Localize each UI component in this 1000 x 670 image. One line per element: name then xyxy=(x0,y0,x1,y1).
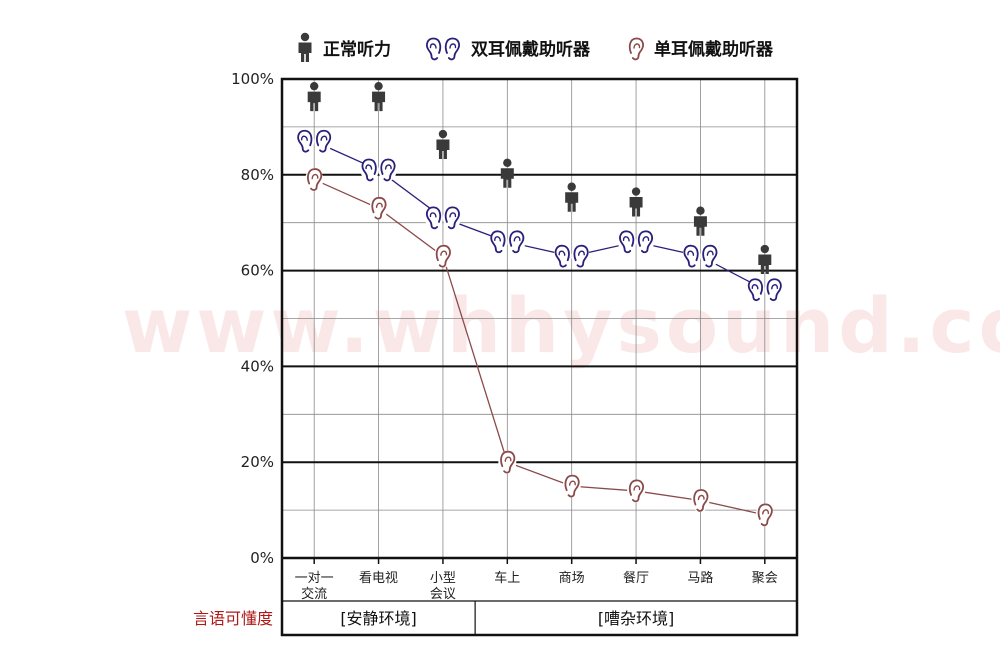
y-tick-label: 40% xyxy=(241,357,274,375)
x-category-label: 车上 xyxy=(494,570,520,586)
x-category-label: 一对一 xyxy=(295,571,334,586)
binaural-ear-icon xyxy=(553,244,590,268)
legend-single-ear-icon xyxy=(627,37,645,61)
single-ear-icon xyxy=(691,489,710,513)
y-tick-label: 60% xyxy=(241,262,274,280)
x-category-label: 交流 xyxy=(301,586,327,602)
data-markers xyxy=(296,81,783,527)
binaural-ear-icon xyxy=(360,158,397,182)
series-line xyxy=(313,178,765,516)
binaural-ear-icon xyxy=(424,206,461,230)
single-ear-icon xyxy=(433,244,452,268)
binaural-ear-icon xyxy=(746,278,783,302)
y-tick-label: 20% xyxy=(241,453,274,471)
single-ear-icon xyxy=(305,168,324,192)
y-tick-label: 0% xyxy=(250,549,274,567)
legend-item: 单耳佩戴助听器 xyxy=(627,37,774,61)
binaural-ear-icon xyxy=(489,230,526,254)
watermark: www.whhysound.com xyxy=(122,281,1000,370)
single-ear-icon xyxy=(755,503,774,527)
y-axis-label: 言语可懂度 xyxy=(193,609,273,628)
binaural-ear-icon xyxy=(296,129,333,153)
legend-label: 单耳佩戴助听器 xyxy=(654,39,774,60)
binaural-ear-icon xyxy=(682,244,719,268)
legend-label: 正常听力 xyxy=(323,39,391,60)
legend: 正常听力 双耳佩戴助听器 单耳佩戴助听器 xyxy=(298,32,774,62)
group-label: [嘈杂环境] xyxy=(598,609,675,628)
x-category-label: 小型 xyxy=(430,571,456,586)
x-category-label: 看电视 xyxy=(359,570,398,586)
x-category-label: 餐厅 xyxy=(623,570,649,586)
grid-lines xyxy=(282,78,797,559)
chart-border xyxy=(280,77,799,637)
axes xyxy=(280,77,799,637)
single-ear-icon xyxy=(627,479,646,503)
single-ear-icon xyxy=(562,474,581,498)
single-ear-icon xyxy=(498,450,517,474)
group-label: [安静环境] xyxy=(340,609,417,628)
y-tick-label: 80% xyxy=(241,166,274,184)
legend-binaural-ear-icon xyxy=(425,37,461,61)
x-category-label: 马路 xyxy=(687,570,713,586)
single-ear-icon xyxy=(369,196,388,220)
x-category-label: 聚会 xyxy=(752,571,778,586)
x-category-label: 会议 xyxy=(430,587,456,602)
legend-item: 双耳佩戴助听器 xyxy=(425,37,591,61)
binaural-ear-icon xyxy=(618,230,655,254)
legend-label: 双耳佩戴助听器 xyxy=(471,39,591,60)
legend-item: 正常听力 xyxy=(298,32,391,62)
y-tick-label: 100% xyxy=(231,70,274,88)
x-category-label: 商场 xyxy=(559,571,585,586)
legend-person-icon xyxy=(298,32,312,62)
